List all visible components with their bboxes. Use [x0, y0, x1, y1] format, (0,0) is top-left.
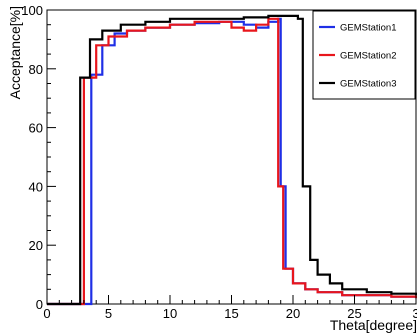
- legend: GEMStation1 GEMStation2 GEMStation3: [312, 10, 416, 100]
- legend-label: GEMStation2: [340, 51, 397, 62]
- series-layer: [47, 14, 417, 306]
- x-axis-title: Theta[degree]: [330, 317, 417, 333]
- x-tick-label: 5: [105, 306, 112, 321]
- y-tick-label: 100: [21, 3, 43, 18]
- legend-label: GEMStation3: [340, 79, 397, 90]
- x-tick-label: 0: [43, 306, 50, 321]
- x-tick-label: 25: [347, 306, 361, 321]
- legend-label: GEMStation1: [340, 23, 397, 34]
- y-axis-title: Acceptance[%]: [7, 6, 23, 99]
- x-tick-label: 10: [163, 306, 177, 321]
- y-tick-label: 20: [29, 238, 43, 253]
- y-tick-label: 0: [36, 297, 43, 312]
- x-tick-label: 15: [224, 306, 238, 321]
- y-tick-label: 40: [29, 179, 43, 194]
- series-line-gemstation2: [47, 17, 417, 306]
- y-tick-label: 80: [29, 62, 43, 77]
- x-tick-label: 3: [412, 306, 417, 321]
- series-line-gemstation3: [47, 14, 417, 306]
- y-tick-label: 60: [29, 121, 43, 136]
- x-tick-label: 20: [286, 306, 300, 321]
